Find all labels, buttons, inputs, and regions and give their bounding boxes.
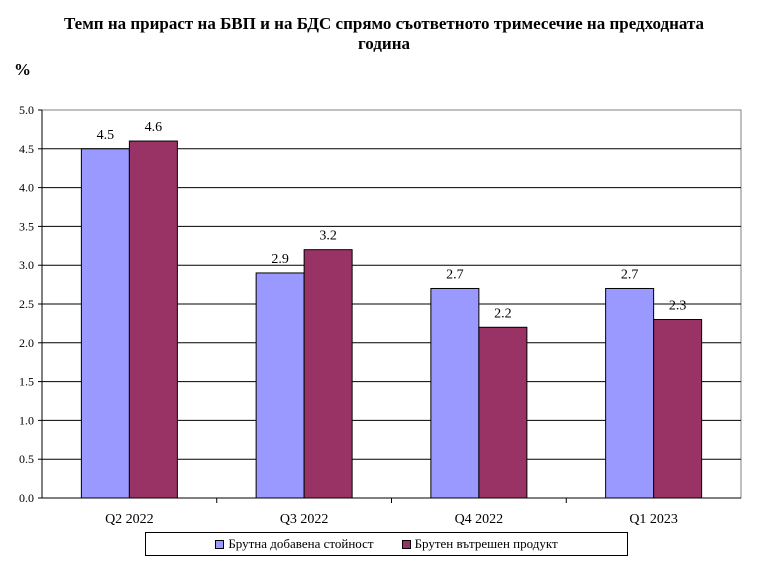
data-label: 2.7 <box>446 267 464 282</box>
legend-swatch-gdp <box>401 539 411 549</box>
chart-title: Темп на прираст на БВП и на БДС спрямо с… <box>0 14 768 54</box>
y-tick-label: 3.5 <box>19 219 34 233</box>
legend-label-gva: Брутна добавена стойност <box>228 536 374 551</box>
bar-gdp-1 <box>303 249 353 499</box>
y-tick-label: 0.5 <box>19 452 34 466</box>
legend-item-gva: Брутна добавена стойност <box>215 536 374 552</box>
bar-gdp-2 <box>478 326 528 499</box>
legend-item-gdp: Брутен вътрешен продукт <box>401 536 558 552</box>
bar-gdp-0 <box>128 140 178 499</box>
bar-gva-1 <box>255 272 305 499</box>
chart-title-line-1: Темп на прираст на БВП и на БДС спрямо с… <box>63 14 705 33</box>
bar-gva-3 <box>605 287 655 499</box>
legend-swatch-gva <box>215 539 225 549</box>
legend: Брутна добавена стойност Брутен вътрешен… <box>145 532 628 556</box>
y-tick-label: 0.0 <box>19 491 34 505</box>
data-label: 2.9 <box>271 252 289 267</box>
y-tick-label: 4.5 <box>19 142 34 156</box>
data-label: 2.2 <box>494 306 512 321</box>
chart-title-line-2: година <box>358 34 410 53</box>
data-label: 4.6 <box>145 120 163 135</box>
bar-gdp-3 <box>653 319 703 499</box>
data-label: 2.3 <box>669 299 687 314</box>
y-tick-label: 4.0 <box>19 181 34 195</box>
y-tick-label: 2.0 <box>19 336 34 350</box>
y-tick-label: 3.0 <box>19 258 34 272</box>
bar-gva-0 <box>80 148 130 499</box>
data-label: 4.5 <box>97 128 115 143</box>
y-tick-label: 1.5 <box>19 375 34 389</box>
y-tick-label: 2.5 <box>19 297 34 311</box>
y-tick-label: 1.0 <box>19 413 34 427</box>
x-tick-label: Q2 2022 <box>105 512 154 527</box>
x-tick-label: Q4 2022 <box>455 512 504 527</box>
data-label: 3.2 <box>319 229 337 244</box>
y-axis-unit-label: % <box>14 60 31 79</box>
data-label: 2.7 <box>621 267 639 282</box>
legend-label-gdp: Брутен вътрешен продукт <box>414 536 558 551</box>
x-tick-label: Q3 2022 <box>280 512 329 527</box>
y-tick-label: 5.0 <box>19 103 34 117</box>
bar-gva-2 <box>430 287 480 499</box>
x-tick-label: Q1 2023 <box>629 512 678 527</box>
